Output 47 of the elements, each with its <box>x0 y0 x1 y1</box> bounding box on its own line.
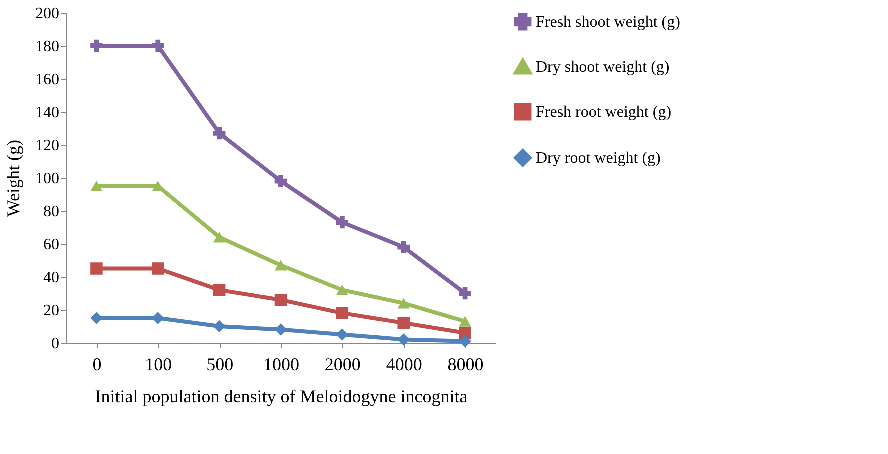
y-tick-label: 140 <box>36 104 60 122</box>
y-tick-label: 80 <box>44 204 60 220</box>
y-tick-label: 20 <box>44 302 60 320</box>
y-tick-label: 60 <box>44 236 60 254</box>
x-tick-label: 1000 <box>264 354 300 374</box>
y-tick-label: 0 <box>52 336 60 352</box>
point <box>459 287 472 300</box>
point <box>90 40 103 52</box>
point <box>398 298 410 309</box>
y-tick-label: 200 <box>36 6 60 22</box>
point <box>152 262 164 275</box>
point <box>274 175 288 188</box>
point <box>398 334 410 346</box>
x-tick-label: 2000 <box>324 354 361 374</box>
point <box>152 312 164 324</box>
point <box>459 316 472 327</box>
x-axis-title: Initial population density of Meloidogyne incognita <box>95 386 468 406</box>
y-tick-label: 100 <box>36 170 60 188</box>
x-tick-label: 500 <box>206 354 234 374</box>
point <box>213 320 226 333</box>
y-axis-title: Weight (g) <box>4 140 24 218</box>
y-tick-label: 120 <box>36 138 60 154</box>
point <box>336 284 349 296</box>
legend-label: Dry shoot weight (g) <box>536 59 670 76</box>
point <box>336 307 349 320</box>
point <box>398 241 410 254</box>
point <box>213 127 226 140</box>
point <box>213 284 226 296</box>
y-tick-label: 180 <box>36 38 60 56</box>
point <box>90 180 103 192</box>
point <box>152 40 164 52</box>
point <box>213 232 226 243</box>
point <box>398 317 410 330</box>
legend-label: Dry root weight (g) <box>536 150 661 167</box>
legend-label: Fresh shoot weight (g) <box>536 14 680 31</box>
point <box>336 216 349 229</box>
x-tick-label: 8000 <box>448 354 484 374</box>
legend-label: Fresh root weight (g) <box>536 104 672 121</box>
x-tick-label: 4000 <box>386 354 422 374</box>
x-tick-label: 0 <box>92 354 102 374</box>
point <box>336 328 349 341</box>
point <box>90 262 103 275</box>
x-tick-label: 100 <box>145 354 172 374</box>
y-tick-label: 40 <box>44 270 60 286</box>
point <box>274 294 288 306</box>
y-tick-label: 160 <box>36 72 60 88</box>
point <box>274 260 288 271</box>
